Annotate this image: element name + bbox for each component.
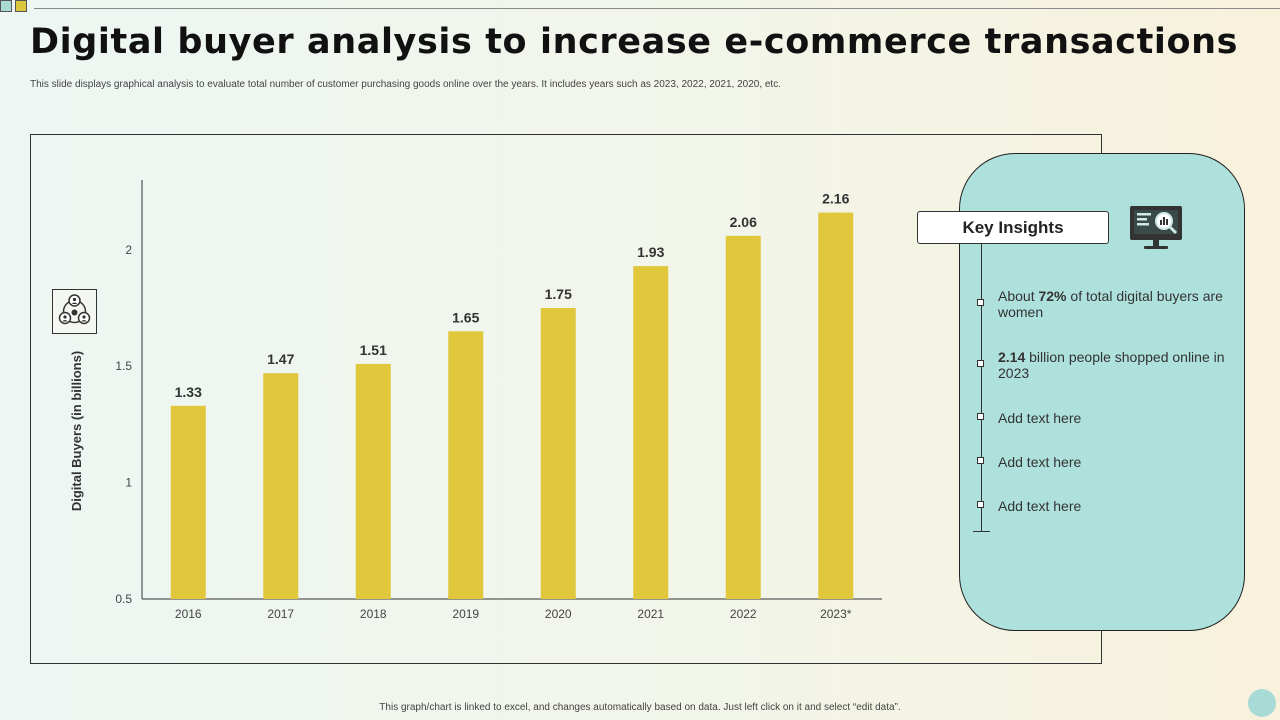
data-label: 2.16 [822, 191, 849, 207]
footer-note: This graph/chart is linked to excel, and… [379, 702, 901, 713]
corner-circle-decoration [1248, 689, 1276, 717]
x-tick-label: 2019 [452, 607, 479, 621]
x-tick-label: 2023* [820, 607, 852, 621]
x-tick-label: 2022 [730, 607, 757, 621]
data-label: 1.65 [452, 309, 479, 325]
insight-item: Add text here [998, 498, 1082, 514]
insight-marker [977, 501, 984, 508]
insight-marker [977, 360, 984, 367]
insights-timeline-cap [973, 531, 990, 532]
top-divider [34, 8, 1280, 9]
insight-marker [977, 413, 984, 420]
data-label: 2.06 [730, 214, 757, 230]
insights-timeline [981, 244, 982, 532]
data-label: 1.51 [360, 342, 387, 358]
insight-item: Add text here [998, 410, 1082, 426]
corner-square-yellow [15, 0, 27, 12]
y-tick-label: 1.5 [115, 359, 132, 373]
people-network-icon [52, 289, 97, 334]
bar-chart[interactable]: 0.5 1 1.5 2 1.33 2016 1.47 2017 1.51 2018 1.65 2019… [31, 135, 1103, 665]
bar [725, 235, 761, 599]
insight-item: 2.14 billion people shopped online in 20… [998, 349, 1225, 381]
data-label: 1.33 [175, 384, 202, 400]
y-tick-label: 0.5 [115, 592, 132, 606]
page-title: Digital buyer analysis to increase e-com… [30, 22, 1239, 62]
corner-decoration [0, 0, 27, 12]
insight-item: Add text here [998, 454, 1082, 470]
y-axis-title: Digital Buyers (in billions) [69, 351, 84, 511]
insight-item: About 72% of total digital buyers are wo… [998, 288, 1223, 320]
bar [540, 308, 576, 599]
page-subtitle: This slide displays graphical analysis t… [30, 79, 781, 90]
y-tick-label: 1 [125, 476, 132, 490]
bar [633, 266, 669, 599]
x-tick-label: 2018 [360, 607, 387, 621]
corner-square-teal [0, 0, 12, 12]
y-tick-label: 2 [125, 243, 132, 257]
chart-frame[interactable]: 0.5 1 1.5 2 1.33 2016 1.47 2017 1.51 2018 1.65 2019… [30, 134, 1102, 664]
bar [355, 363, 391, 599]
bar [263, 373, 299, 599]
x-tick-label: 2017 [267, 607, 294, 621]
insight-marker [977, 457, 984, 464]
x-tick-label: 2021 [637, 607, 664, 621]
bar [170, 405, 206, 599]
insight-marker [977, 299, 984, 306]
bar [448, 331, 484, 599]
data-label: 1.75 [545, 286, 572, 302]
monitor-analytics-icon [1128, 204, 1184, 252]
data-label: 1.93 [637, 244, 664, 260]
bar [818, 212, 854, 599]
data-label: 1.47 [267, 351, 294, 367]
key-insights-title: Key Insights [917, 211, 1109, 244]
x-tick-label: 2016 [175, 607, 202, 621]
x-tick-label: 2020 [545, 607, 572, 621]
